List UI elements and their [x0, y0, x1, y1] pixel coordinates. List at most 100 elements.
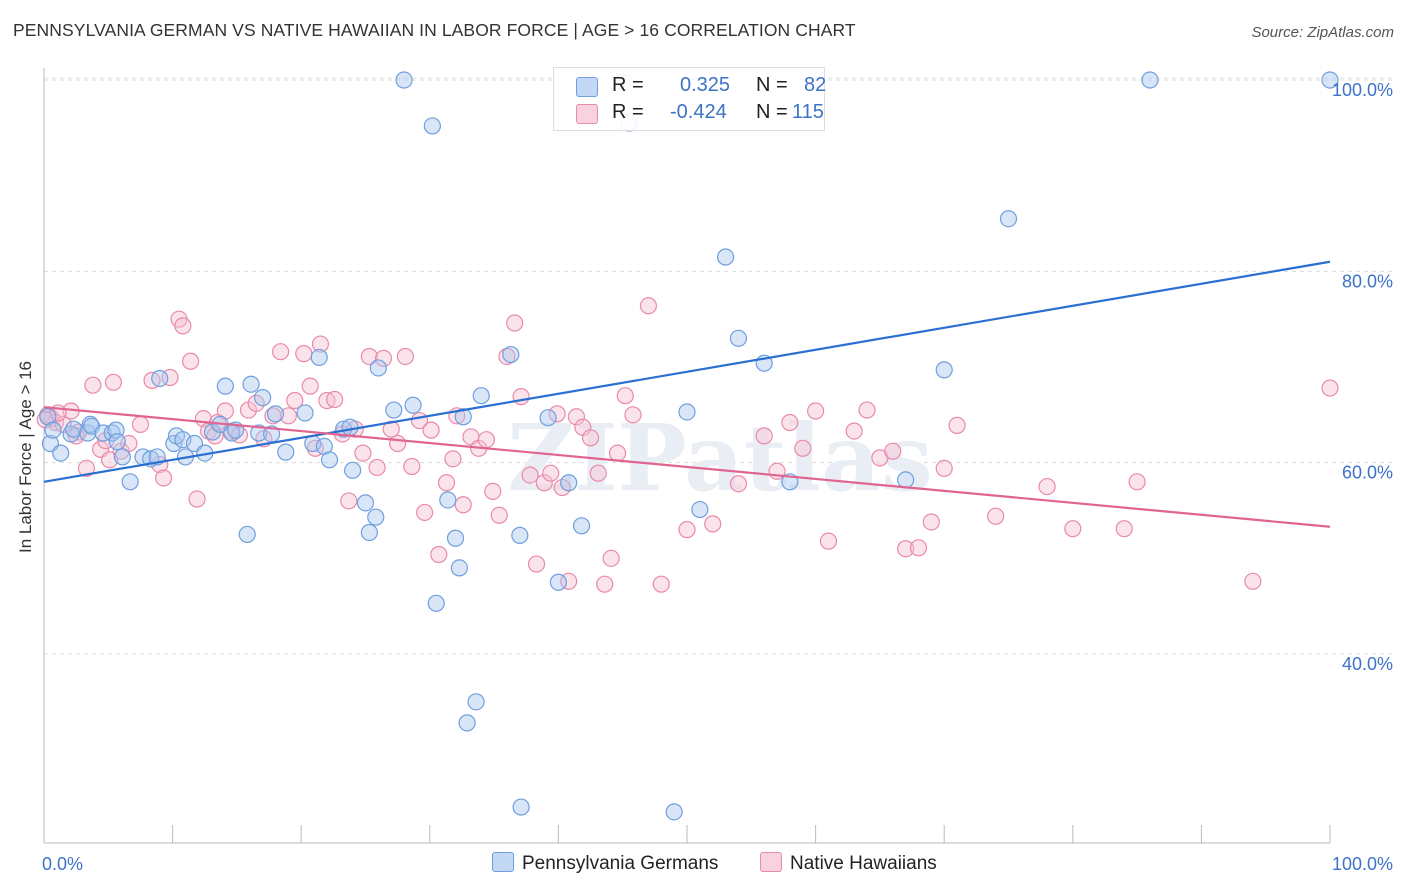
native-hawaiians-point-40: [311, 335, 330, 353]
pennsylvania-germans-point-44: [344, 461, 362, 479]
native-hawaiians-point-38: [301, 377, 319, 395]
y-tick-label-60: 60.0%: [1342, 463, 1393, 483]
native-hawaiians-point-35: [279, 407, 297, 425]
native-hawaiians-point-34: [272, 343, 290, 361]
native-hawaiians-point-109: [1115, 520, 1133, 538]
pennsylvania-germans-point-65: [549, 573, 568, 591]
pennsylvania-germans-point-71: [678, 403, 696, 421]
source-credit: Source: ZipAtlas.com: [1251, 24, 1394, 41]
native-hawaiians-point-20: [174, 317, 192, 335]
pennsylvania-germans-point-4: [62, 425, 80, 443]
pennsylvania-germans-point-62: [511, 526, 529, 544]
pennsylvania-germans-point-50: [395, 71, 413, 89]
native-hawaiians-point-84: [616, 387, 634, 405]
native-hawaiians-point-7: [84, 376, 102, 394]
native-hawaiians-point-86: [639, 297, 658, 315]
native-hawaiians-point-96: [819, 532, 838, 550]
native-hawaiians-point-111: [1244, 572, 1262, 590]
pennsylvania-germans-point-60: [472, 387, 490, 405]
native-hawaiians-point-101: [897, 540, 915, 558]
pennsylvania-germans-point-52: [423, 117, 441, 135]
native-hawaiians-point-17: [154, 469, 173, 487]
native-hawaiians-point-68: [506, 314, 524, 332]
native-hawaiians-point-79: [581, 429, 600, 447]
native-hawaiians-point-73: [542, 464, 560, 482]
pennsylvania-germans-point-36: [277, 443, 295, 461]
pennsylvania-germans-point-80: [1141, 71, 1159, 89]
native-hawaiians-point-55: [416, 503, 434, 522]
native-hawaiians-point-85: [624, 406, 642, 424]
pennsylvania-germans-point-64: [539, 409, 557, 427]
native-hawaiians-point-87: [652, 575, 670, 593]
legend-r-label: R =: [612, 74, 644, 96]
legend-r-value: 0.325: [680, 74, 731, 96]
pennsylvania-germans-point-27: [216, 377, 234, 395]
pennsylvania-germans-trend-line: [43, 260, 1331, 483]
native-hawaiians-point-57: [430, 545, 448, 564]
native-hawaiians-point-65: [484, 482, 502, 500]
native-hawaiians-point-106: [987, 507, 1005, 525]
native-hawaiians-point-21: [182, 352, 200, 370]
y-tick-label-40: 40.0%: [1342, 654, 1393, 674]
pennsylvania-germans-point-56: [450, 559, 468, 577]
y-tick-label-80: 80.0%: [1342, 271, 1393, 291]
pennsylvania-germans-point-78: [935, 361, 953, 379]
native-hawaiians-point-52: [396, 347, 414, 366]
native-hawaiians-point-97: [845, 422, 863, 440]
native-hawaiians-point-44: [340, 492, 358, 510]
legend-swatch-blue: [576, 77, 598, 97]
pennsylvania-germans-point-73: [716, 248, 735, 266]
pennsylvania-germans-point-31: [242, 375, 260, 393]
native-hawaiians-point-107: [1038, 477, 1056, 496]
native-hawaiians-point-22: [188, 490, 206, 508]
native-hawaiians-point-10: [100, 451, 119, 469]
legend-r-label: R =: [612, 101, 644, 123]
pennsylvania-germans-point-48: [369, 359, 387, 377]
x-tick-label-0: 0.0%: [42, 854, 83, 874]
watermark: ZIPatlas: [507, 404, 932, 512]
bottom-legend-swatch-blue: [492, 852, 514, 872]
pennsylvania-germans-point-5: [64, 420, 83, 438]
native-hawaiians-point-91: [755, 427, 773, 445]
pennsylvania-germans-point-32: [250, 424, 268, 442]
pennsylvania-germans-point-14: [121, 473, 139, 491]
correlation-legend: R = 0.325 N = 82 R = -0.424 N = 115: [553, 67, 827, 131]
native-hawaiians-point-100: [884, 442, 902, 460]
y-tick-label-100: 100.0%: [1332, 80, 1393, 100]
pennsylvania-germans-point-47: [367, 508, 385, 526]
legend-n-value: 115: [792, 101, 824, 123]
native-hawaiians-point-31: [247, 394, 265, 412]
pennsylvania-germans-point-13: [113, 448, 132, 466]
native-hawaiians-point-102: [909, 539, 928, 557]
native-hawaiians-point-80: [589, 464, 607, 482]
native-hawaiians-point-112: [1321, 379, 1339, 397]
legend-n-value: 82: [804, 74, 827, 96]
pennsylvania-germans-point-77: [897, 471, 915, 489]
legend-n-label: N =: [756, 101, 788, 123]
native-hawaiians-point-74: [548, 405, 566, 423]
pennsylvania-germans-point-55: [446, 529, 465, 547]
pennsylvania-germans-point-54: [439, 491, 457, 509]
native-hawaiians-point-72: [535, 474, 553, 492]
pennsylvania-germans-point-81: [1321, 71, 1339, 89]
tick-labels: 40.0% 60.0% 80.0% 100.0% 0.0% 100.0%: [42, 80, 1393, 874]
native-hawaiians-point-89: [704, 515, 722, 533]
pennsylvania-germans-points: [39, 71, 1339, 821]
pennsylvania-germans-point-41: [320, 451, 339, 469]
native-hawaiians-point-90: [729, 475, 748, 493]
native-hawaiians-point-36: [286, 391, 304, 410]
pennsylvania-germans-point-49: [385, 401, 403, 419]
pennsylvania-germans-point-79: [999, 210, 1018, 228]
native-hawaiians-point-51: [389, 434, 407, 453]
native-hawaiians-point-93: [781, 413, 799, 432]
pennsylvania-germans-point-39: [310, 348, 328, 367]
native-hawaiians-point-56: [422, 421, 440, 439]
pennsylvania-germans-point-51: [404, 396, 422, 414]
native-hawaiians-point-104: [935, 459, 953, 478]
trend-lines: [43, 260, 1331, 528]
native-hawaiians-point-61: [454, 496, 472, 514]
pennsylvania-germans-point-61: [502, 345, 520, 364]
native-hawaiians-point-49: [374, 349, 393, 367]
pennsylvania-germans-point-18: [151, 369, 169, 388]
